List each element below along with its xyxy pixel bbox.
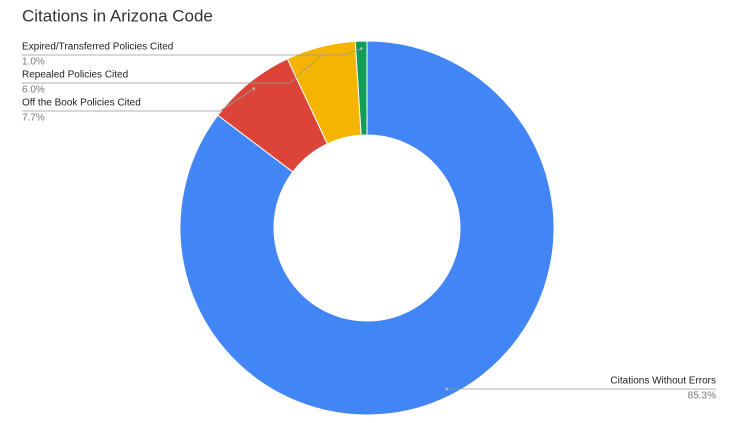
leader-line [22, 53, 323, 84]
value-label: 85.3% [688, 391, 716, 402]
chart-title: Citations in Arizona Code [22, 6, 213, 25]
slice-label: Repealed Policies Cited [22, 70, 128, 81]
slice-label: Off the Book Policies Cited [22, 98, 141, 109]
value-label: 7.7% [22, 113, 45, 124]
leader-dot [360, 47, 363, 50]
value-label: 6.0% [22, 85, 45, 96]
leader-dot [445, 387, 449, 391]
slice-label: Citations Without Errors [610, 376, 716, 387]
slice-label: Expired/Transferred Policies Cited [22, 42, 173, 53]
leader-line [22, 88, 255, 112]
slice [354, 40, 368, 136]
leader-line [22, 48, 362, 56]
slice [179, 40, 555, 416]
value-label: 1.0% [22, 57, 45, 68]
leader-dot [252, 87, 256, 90]
